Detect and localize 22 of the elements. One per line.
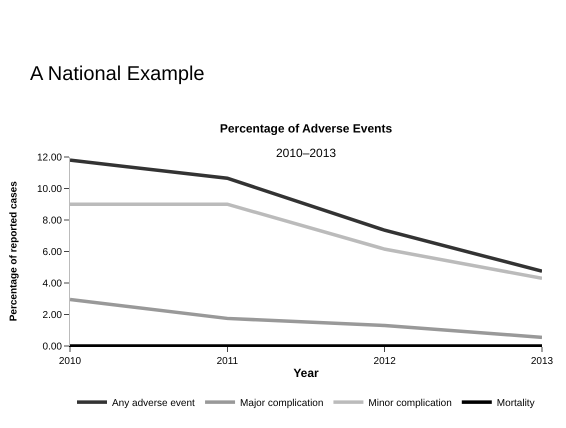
- x-tick-label: 2012: [374, 356, 396, 367]
- chart-subtitle: 2010–2013: [276, 146, 336, 160]
- legend-label: Major complication: [240, 398, 324, 409]
- chart-title: Percentage of Adverse Events: [220, 122, 392, 136]
- x-tick-label: 2013: [530, 356, 554, 367]
- legend-label: Mortality: [496, 398, 535, 409]
- y-tick-label: 6.00: [42, 247, 62, 258]
- text: A National Example: [30, 63, 205, 85]
- y-tick-label: 12.00: [36, 152, 62, 164]
- x-tick-label: 2011: [216, 356, 239, 367]
- y-tick-label: 10.00: [36, 184, 62, 195]
- y-tick-label: 4.00: [42, 278, 62, 290]
- legend-label: Any adverse event: [112, 398, 196, 409]
- line-series: [70, 298, 542, 340]
- legend-label: Minor complication: [368, 398, 452, 409]
- line-series: [70, 158, 542, 273]
- x-tick-label: 2010: [58, 356, 82, 367]
- y-axis-title: Percentage of reported cases: [8, 180, 20, 322]
- x-axis-title: Year: [293, 366, 320, 380]
- y-tick-label: 2.00: [42, 310, 62, 321]
- y-tick-label: 8.00: [42, 216, 62, 226]
- y-tick-label: 0.00: [42, 342, 62, 352]
